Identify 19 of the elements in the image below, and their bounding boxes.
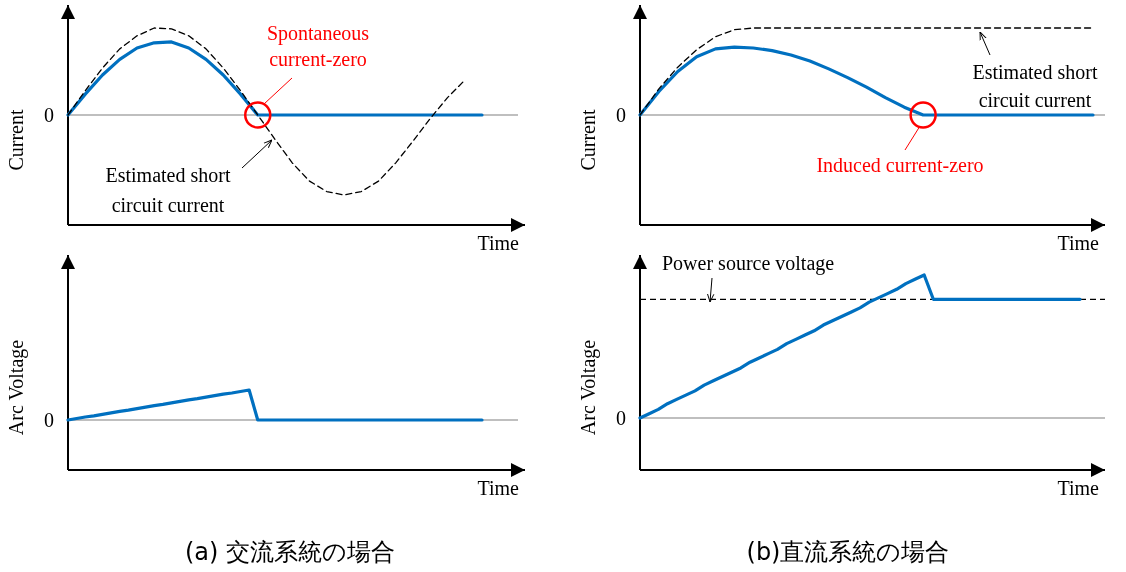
ref-line-label: 0	[616, 104, 626, 126]
legend-label: Estimated short circuit current	[972, 61, 1098, 111]
x-axis-title: Time	[477, 232, 520, 254]
y-axis-title: Arc Voltage	[5, 339, 28, 436]
y-axis-title: Arc Voltage	[577, 339, 600, 436]
annotation: Spontaneous current-zero	[266, 22, 370, 70]
ref-line-label: Power source voltage	[662, 252, 835, 275]
ref-line-label: 0	[44, 409, 54, 431]
text: Estimated short circuit current	[105, 164, 231, 216]
y-axis-title: Current	[577, 109, 599, 171]
text: (a) 交流系統の場合	[184, 538, 396, 566]
x-axis-title: Time	[1057, 477, 1100, 499]
x-axis-title: Time	[1057, 232, 1100, 254]
annotation: Induced current-zero	[816, 154, 984, 176]
ref-line-label: 0	[44, 104, 54, 126]
text: (b)直流系統の場合	[746, 538, 950, 566]
x-axis-title: Time	[477, 477, 520, 499]
y-axis-title: Current	[5, 109, 27, 171]
ref-line-label: 0	[616, 407, 626, 429]
